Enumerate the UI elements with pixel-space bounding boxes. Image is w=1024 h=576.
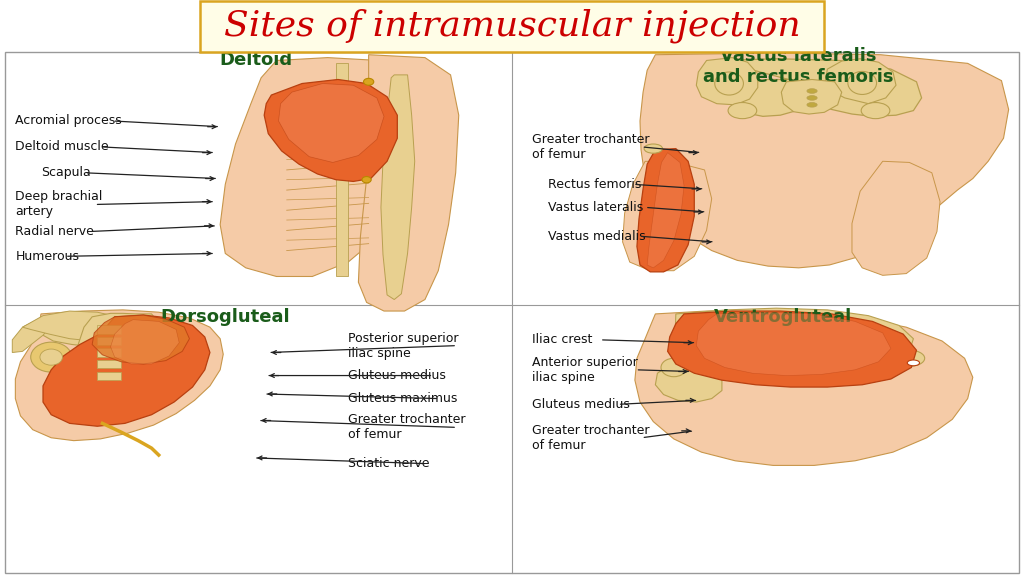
Polygon shape [23,311,128,341]
Text: Rectus femoris: Rectus femoris [548,178,641,191]
Ellipse shape [31,342,72,372]
Text: Deltoid: Deltoid [219,51,293,70]
Text: Vastus lateralis
and rectus femoris: Vastus lateralis and rectus femoris [703,47,894,86]
Polygon shape [825,59,896,104]
FancyBboxPatch shape [5,52,1019,573]
Text: Gluteus medius: Gluteus medius [348,369,446,382]
Polygon shape [358,55,459,311]
Ellipse shape [807,103,817,107]
Ellipse shape [40,349,62,365]
Polygon shape [292,86,371,147]
Text: Anterior superior
iliac spine: Anterior superior iliac spine [532,356,638,384]
Polygon shape [92,315,189,364]
Ellipse shape [848,71,877,94]
Text: Humerous: Humerous [15,250,80,263]
Text: Ventrogluteal: Ventrogluteal [714,308,853,326]
Text: Scapula: Scapula [41,166,91,179]
Polygon shape [78,313,159,395]
Polygon shape [97,337,121,345]
Polygon shape [220,58,420,276]
Polygon shape [381,75,415,300]
Polygon shape [655,308,913,402]
Text: Vastus lateralis: Vastus lateralis [548,201,643,214]
Polygon shape [635,310,973,465]
Text: Gluteus maximus: Gluteus maximus [348,392,458,405]
Polygon shape [111,320,179,364]
Polygon shape [97,360,121,368]
Text: Vastus medialis: Vastus medialis [548,230,645,242]
Polygon shape [97,325,121,334]
Polygon shape [97,348,121,357]
Polygon shape [264,79,397,181]
Text: Sites of intramuscular injection: Sites of intramuscular injection [223,9,801,43]
Text: Greater trochanter
of femur: Greater trochanter of femur [348,414,466,441]
Ellipse shape [362,177,371,183]
Ellipse shape [364,78,374,85]
Text: Iliac crest: Iliac crest [532,334,593,346]
Text: Dorsogluteal: Dorsogluteal [161,308,290,326]
Polygon shape [623,161,712,271]
Polygon shape [12,317,56,353]
Text: Acromial process: Acromial process [15,115,122,127]
Ellipse shape [907,360,920,366]
FancyBboxPatch shape [200,1,824,52]
Polygon shape [640,53,1009,268]
Polygon shape [637,149,694,272]
Polygon shape [279,84,384,162]
Polygon shape [647,153,684,268]
Text: Sciatic nerve: Sciatic nerve [348,457,430,470]
Polygon shape [336,63,348,276]
Ellipse shape [644,144,663,153]
Polygon shape [15,310,223,441]
Polygon shape [696,58,758,105]
Polygon shape [717,59,922,116]
Text: Posterior superior
iliac spine: Posterior superior iliac spine [348,332,459,359]
Polygon shape [852,161,940,275]
Polygon shape [668,311,916,387]
Ellipse shape [807,89,817,93]
Ellipse shape [894,350,925,366]
Text: Gluteus medius: Gluteus medius [532,398,631,411]
Polygon shape [43,315,210,426]
Polygon shape [97,372,121,380]
Ellipse shape [861,103,890,119]
Polygon shape [696,312,891,376]
Text: Deep brachial
artery: Deep brachial artery [15,191,102,218]
Text: Radial nerve: Radial nerve [15,225,94,238]
Text: Deltoid muscle: Deltoid muscle [15,141,109,153]
Text: Greater trochanter
of femur: Greater trochanter of femur [532,133,650,161]
Polygon shape [43,317,184,353]
Ellipse shape [662,358,686,377]
Ellipse shape [728,103,757,119]
Ellipse shape [807,96,817,100]
Polygon shape [781,79,842,114]
Text: Greater trochanter
of femur: Greater trochanter of femur [532,424,650,452]
Ellipse shape [715,72,743,95]
